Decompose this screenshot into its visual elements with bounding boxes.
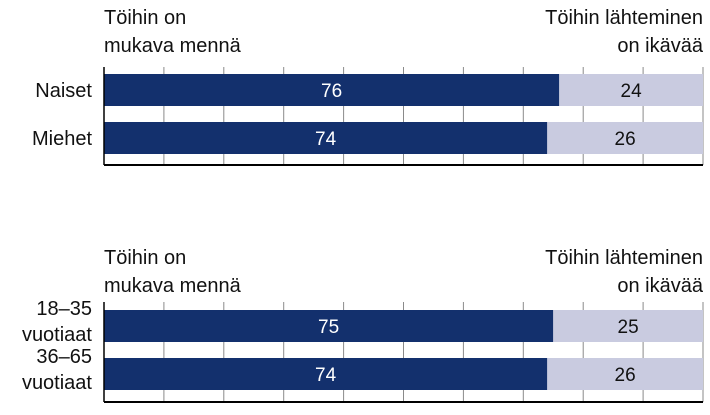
bar-segment [104, 310, 554, 342]
bar-segment [553, 310, 703, 342]
data-label: 75 [318, 317, 339, 338]
category-label: vuotiaat [22, 372, 92, 394]
right-header-line: Töihin lähteminen [545, 7, 703, 29]
bar-segment [104, 122, 548, 154]
category-label: 18–35 [36, 298, 92, 320]
bar-segment [104, 358, 548, 390]
right-header-line: on ikävää [617, 275, 703, 297]
bar-segment [104, 74, 560, 106]
data-label: 74 [315, 365, 337, 386]
data-label: 74 [315, 129, 337, 150]
left-header-line: Töihin on [104, 247, 186, 269]
category-label: 36–65 [36, 346, 92, 368]
data-label: 25 [618, 317, 639, 338]
data-label: 26 [615, 365, 636, 386]
data-label: 76 [321, 81, 342, 102]
category-label: Naiset [35, 80, 92, 102]
bar-segment [547, 358, 703, 390]
right-header-line: Töihin lähteminen [545, 247, 703, 269]
left-header-line: mukava mennä [104, 275, 242, 297]
category-label: Miehet [32, 128, 92, 150]
left-header-line: Töihin on [104, 7, 186, 29]
bar-segment [559, 74, 703, 106]
data-label: 26 [615, 129, 636, 150]
right-header-line: on ikävää [617, 35, 703, 57]
bar-segment [547, 122, 703, 154]
category-label: vuotiaat [22, 324, 92, 346]
left-header-line: mukava mennä [104, 35, 242, 57]
data-label: 24 [621, 81, 643, 102]
